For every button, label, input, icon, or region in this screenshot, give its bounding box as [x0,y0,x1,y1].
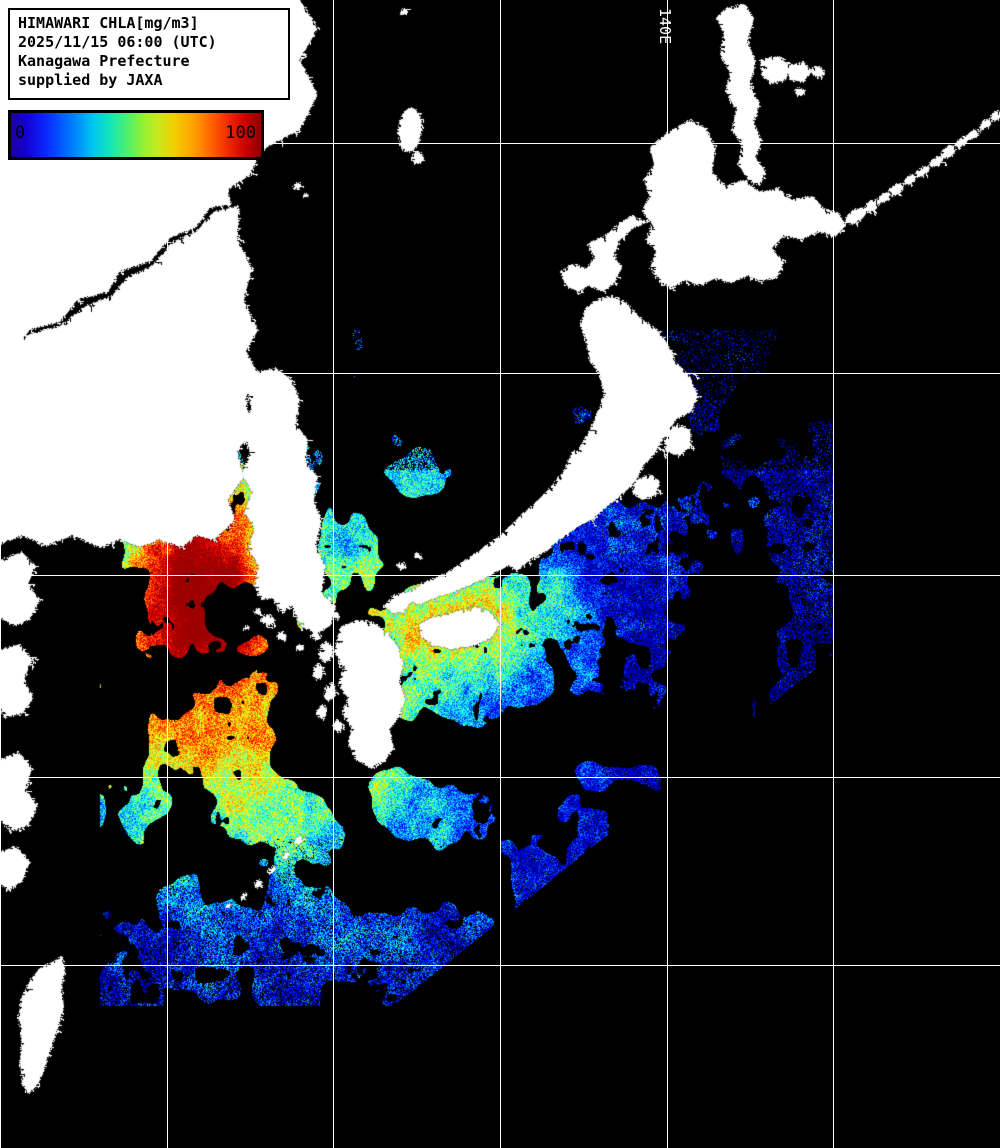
gridline-horizontal [0,575,1000,576]
colorbar-max-label: 100 [225,123,256,143]
gridline-vertical [667,0,668,1148]
gridline-vertical [333,0,334,1148]
title-product-line: HIMAWARI CHLA[mg/m3] [18,14,288,33]
gridline-vertical [500,0,501,1148]
gridline-vertical [167,0,168,1148]
latitude-tick-label: 40N [0,357,23,375]
satellite-map-viewer: 140E 40N HIMAWARI CHLA[mg/m3] 2025/11/15… [0,0,1000,1148]
gridline-vertical [0,0,1,1148]
colorbar: 0 100 [8,110,264,160]
longitude-tick-label: 140E [656,8,674,44]
title-datetime-line: 2025/11/15 06:00 (UTC) [18,33,288,52]
gridline-horizontal [0,777,1000,778]
title-legend-box: HIMAWARI CHLA[mg/m3] 2025/11/15 06:00 (U… [8,8,290,100]
title-region-line: Kanagawa Prefecture [18,52,288,71]
gridline-horizontal [0,373,1000,374]
colorbar-min-label: 0 [15,123,25,143]
colorbar-gradient [11,113,261,157]
gridline-horizontal [0,965,1000,966]
graticule-grid [0,0,1000,1148]
gridline-vertical [833,0,834,1148]
title-source-line: supplied by JAXA [18,71,288,90]
